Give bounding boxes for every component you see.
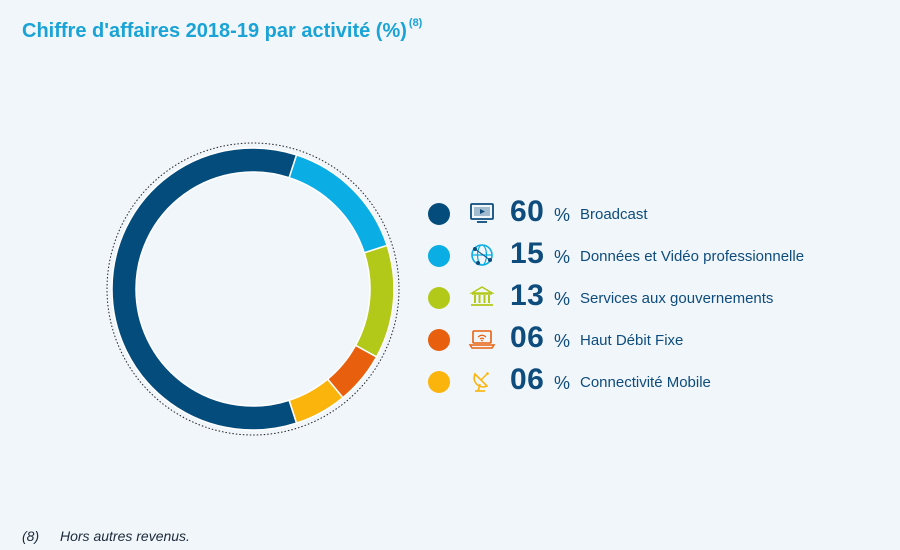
- legend-dot: [428, 287, 450, 309]
- percent-sign: %: [554, 373, 571, 393]
- donut-slice-2: [354, 244, 395, 358]
- government-building-icon: [469, 286, 495, 306]
- tv-icon: [470, 203, 494, 223]
- percent-sign: %: [554, 247, 571, 267]
- laptop-wifi-icon: [468, 330, 496, 349]
- percent-sign: %: [554, 289, 571, 309]
- legend-dot: [428, 329, 450, 351]
- legend-dot: [428, 203, 450, 225]
- donut-slice-4: [288, 378, 344, 425]
- legend: 60 % Broadcast 15 % Données et Vidéo pro…: [428, 194, 888, 404]
- legend-label: Haut Débit Fixe: [580, 332, 684, 349]
- chart-title-text: Chiffre d'affaires 2018-19 par activité …: [22, 20, 407, 42]
- legend-value: 06: [510, 321, 545, 354]
- legend-value: 15: [510, 237, 545, 270]
- footnote-ref: (8): [22, 528, 40, 544]
- legend-value: 60: [510, 195, 545, 228]
- satellite-dish-icon: [473, 372, 489, 392]
- legend-item-haut-debit-fixe: 06 % Haut Débit Fixe: [428, 320, 888, 362]
- donut-slice-0: [111, 147, 298, 431]
- legend-item-donnees-video: 15 % Données et Vidéo professionnelle: [428, 236, 888, 278]
- legend-dot: [428, 245, 450, 267]
- percent-sign: %: [554, 331, 571, 351]
- globe-network-icon: [471, 244, 493, 266]
- legend-value: 13: [510, 279, 545, 312]
- legend-label: Services aux gouvernements: [580, 290, 774, 307]
- legend-item-services-gouvernements: 13 % Services aux gouvernements: [428, 278, 888, 320]
- legend-item-connectivite-mobile: 06 % Connectivité Mobile: [428, 362, 888, 404]
- percent-sign: %: [554, 205, 571, 225]
- legend-value: 06: [510, 363, 545, 396]
- legend-label: Données et Vidéo professionnelle: [580, 248, 805, 265]
- donut-outline: [106, 142, 400, 436]
- donut-slice-1: [288, 153, 389, 254]
- legend-item-broadcast: 60 % Broadcast: [428, 194, 888, 236]
- legend-dot: [428, 371, 450, 393]
- legend-label: Broadcast: [580, 206, 648, 223]
- title-footnote-ref: (8): [408, 17, 423, 30]
- footnote: (8) Hors autres revenus.: [22, 528, 190, 544]
- legend-label: Connectivité Mobile: [580, 374, 711, 391]
- chart-title: Chiffre d'affaires 2018-19 par activité …: [22, 17, 423, 43]
- footnote-text: Hors autres revenus.: [60, 528, 190, 544]
